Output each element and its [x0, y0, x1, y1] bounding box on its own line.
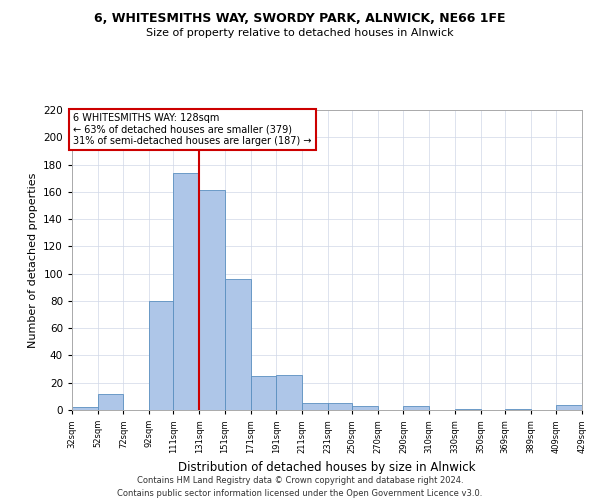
Bar [403, 406, 429, 410]
Text: Contains HM Land Registry data © Crown copyright and database right 2024.
Contai: Contains HM Land Registry data © Crown c… [118, 476, 482, 498]
Text: 6, WHITESMITHS WAY, SWORDY PARK, ALNWICK, NE66 1FE: 6, WHITESMITHS WAY, SWORDY PARK, ALNWICK… [94, 12, 506, 26]
Bar [505, 408, 530, 410]
Text: Size of property relative to detached houses in Alnwick: Size of property relative to detached ho… [146, 28, 454, 38]
Bar [276, 374, 302, 410]
Bar [72, 408, 98, 410]
Bar [199, 190, 225, 410]
Bar [173, 172, 199, 410]
Bar [251, 376, 276, 410]
Bar [328, 403, 352, 410]
Bar [149, 301, 173, 410]
Bar [98, 394, 124, 410]
Text: 6 WHITESMITHS WAY: 128sqm
← 63% of detached houses are smaller (379)
31% of semi: 6 WHITESMITHS WAY: 128sqm ← 63% of detac… [73, 112, 312, 146]
Bar [302, 403, 328, 410]
Bar [556, 404, 582, 410]
Bar [225, 279, 251, 410]
Bar [352, 406, 378, 410]
Y-axis label: Number of detached properties: Number of detached properties [28, 172, 38, 348]
X-axis label: Distribution of detached houses by size in Alnwick: Distribution of detached houses by size … [178, 461, 476, 474]
Bar [455, 408, 481, 410]
